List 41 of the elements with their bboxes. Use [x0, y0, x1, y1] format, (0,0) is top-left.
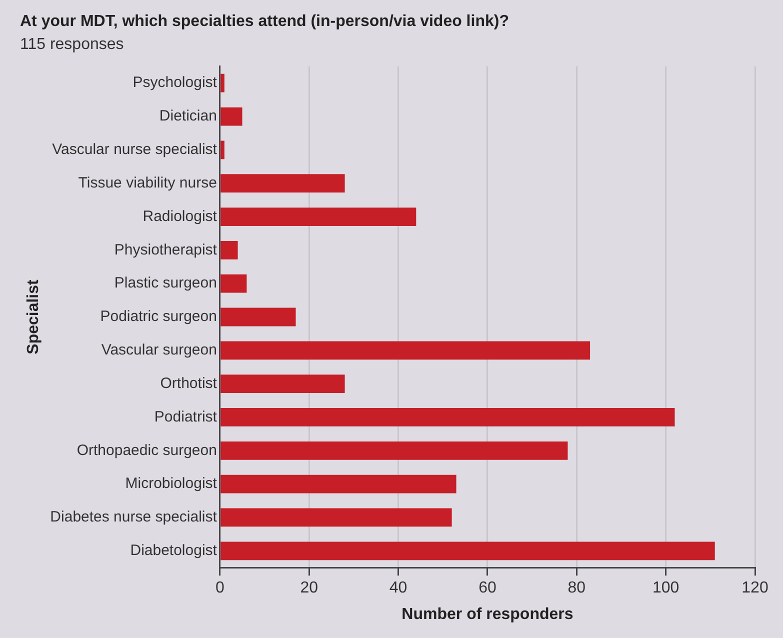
y-tick-label: Tissue viability nurse	[78, 174, 217, 192]
bar	[220, 308, 296, 326]
x-tick-label: 20	[300, 580, 318, 597]
bar	[220, 174, 345, 193]
bar	[220, 240, 238, 260]
x-tick-label: 0	[215, 580, 224, 597]
bar	[220, 508, 452, 527]
y-tick-label: Podiatric surgeon	[100, 308, 217, 326]
y-tick-label: Diabetes nurse specialist	[50, 508, 218, 526]
y-tick-label: Microbiologist	[125, 475, 218, 492]
y-tick-label: Vascular nurse specialist	[52, 141, 218, 158]
y-tick-label: Orthopaedic surgeon	[76, 442, 217, 459]
y-tick-label: Radiologist	[142, 208, 218, 225]
x-tick-label: 60	[478, 580, 496, 597]
bar	[220, 374, 345, 394]
y-tick-label: Plastic surgeon	[114, 274, 217, 292]
y-tick-label: Podiatrist	[154, 408, 218, 426]
bar	[220, 542, 715, 560]
bar	[220, 408, 675, 426]
y-tick-label: Diabetologist	[130, 542, 218, 560]
bar	[220, 474, 456, 494]
y-tick-label: Vascular surgeon	[101, 342, 217, 359]
x-tick-label: 100	[652, 580, 680, 597]
y-tick-label: Orthotist	[160, 374, 218, 392]
bar	[220, 140, 224, 160]
y-axis-title: Specialist	[25, 278, 42, 354]
y-tick-label: Psychologist	[132, 74, 218, 92]
bar	[220, 74, 224, 92]
bar	[220, 341, 590, 360]
x-tick-label: 80	[568, 580, 586, 597]
y-tick-label: Physiotherapist	[114, 241, 218, 258]
chart-title: At your MDT, which specialties attend (in-person/via video link)?	[20, 13, 509, 30]
y-tick-label: Dietician	[159, 108, 217, 125]
text: 115 responses	[20, 36, 124, 54]
bar	[220, 107, 242, 126]
bar	[220, 274, 247, 293]
x-tick-label: 120	[742, 580, 768, 597]
bar	[220, 208, 416, 226]
bar	[220, 441, 568, 460]
x-axis-title: Number of responders	[402, 606, 574, 623]
x-tick-label: 40	[389, 580, 408, 597]
